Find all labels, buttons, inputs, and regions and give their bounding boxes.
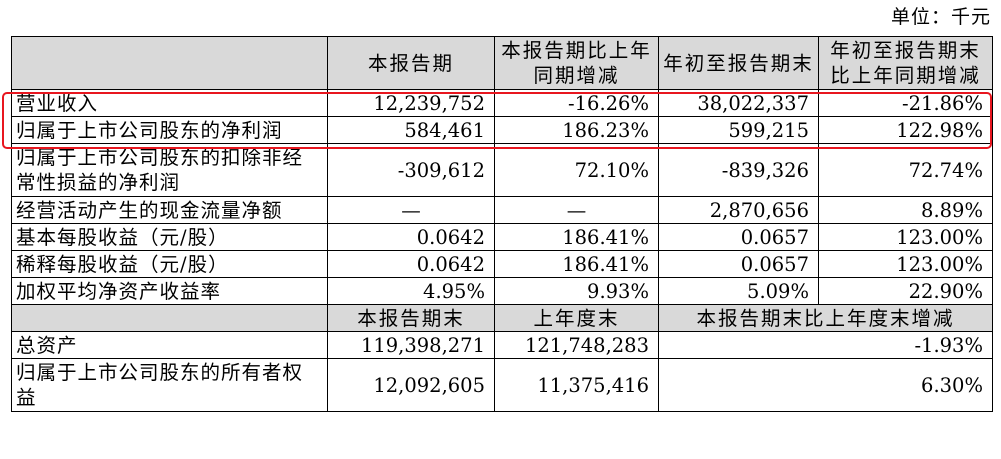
cell-ytd: -839,326 (658, 143, 819, 197)
subheader-empty-cell (11, 304, 328, 332)
cell-ytd-yoy: 72.74% (818, 143, 993, 197)
highlight-box (2, 92, 992, 149)
cell-prior-year-end: 11,375,416 (494, 358, 659, 412)
header-current-period: 本报告期 (327, 36, 495, 90)
table-row: 归属于上市公司股东的所有者权益 12,092,605 11,375,416 6.… (11, 358, 993, 412)
cell-current-period: 0.0642 (327, 223, 495, 251)
cell-ytd: 0.0657 (658, 250, 819, 278)
header-ytd-yoy: 年初至报告期末比上年同期增减 (818, 36, 993, 90)
row-label: 稀释每股收益（元/股） (11, 250, 328, 278)
cell-current-period-yoy: — (494, 196, 659, 224)
cell-current-period: 0.0642 (327, 250, 495, 278)
table-header-row: 本报告期 本报告期比上年同期增减 年初至报告期末 年初至报告期末比上年同期增减 (11, 36, 993, 90)
cell-current-period: — (327, 196, 495, 224)
cell-current-period-yoy: 186.41% (494, 250, 659, 278)
cell-current-period: 4.95% (327, 277, 495, 305)
cell-current-period-yoy: 72.10% (494, 143, 659, 197)
cell-current-period-yoy: 186.23% (494, 116, 659, 144)
cell-ytd-yoy: 22.90% (818, 277, 993, 305)
cell-ytd-yoy: 122.98% (818, 116, 993, 144)
cell-ytd: 5.09% (658, 277, 819, 305)
subheader-prior-year-end: 上年度末 (494, 304, 659, 332)
table-row: 总资产 119,398,271 121,748,283 -1.93% (11, 331, 993, 359)
cell-ytd: 2,870,656 (658, 196, 819, 224)
row-label: 基本每股收益（元/股） (11, 223, 328, 251)
cell-ytd-yoy: 8.89% (818, 196, 993, 224)
table-subheader-row: 本报告期末 上年度末 本报告期末比上年度末增减 (11, 304, 993, 332)
row-label: 总资产 (11, 331, 328, 359)
table-row: 稀释每股收益（元/股） 0.0642 186.41% 0.0657 123.00… (11, 250, 993, 278)
subheader-change: 本报告期末比上年度末增减 (658, 304, 993, 332)
header-current-period-yoy: 本报告期比上年同期增减 (494, 36, 659, 90)
table-row: 基本每股收益（元/股） 0.0642 186.41% 0.0657 123.00… (11, 223, 993, 251)
cell-change: 6.30% (658, 358, 993, 412)
cell-current-period-yoy: 9.93% (494, 277, 659, 305)
header-ytd: 年初至报告期末 (658, 36, 819, 90)
cell-period-end: 12,092,605 (327, 358, 495, 412)
cell-ytd-yoy: 123.00% (818, 250, 993, 278)
cell-change: -1.93% (658, 331, 993, 359)
cell-current-period: -309,612 (327, 143, 495, 197)
row-label: 归属于上市公司股东的扣除非经常性损益的净利润 (11, 143, 328, 197)
row-label: 归属于上市公司股东的所有者权益 (11, 358, 328, 412)
header-empty-cell (11, 36, 328, 90)
cell-period-end: 119,398,271 (327, 331, 495, 359)
cell-current-period-yoy: 186.41% (494, 223, 659, 251)
row-label: 加权平均净资产收益率 (11, 277, 328, 305)
row-label: 归属于上市公司股东的净利润 (11, 116, 328, 144)
row-label: 经营活动产生的现金流量净额 (11, 196, 328, 224)
subheader-period-end: 本报告期末 (327, 304, 495, 332)
table-row: 经营活动产生的现金流量净额 — — 2,870,656 8.89% (11, 196, 993, 224)
table-row: 加权平均净资产收益率 4.95% 9.93% 5.09% 22.90% (11, 277, 993, 305)
cell-ytd-yoy: 123.00% (818, 223, 993, 251)
cell-prior-year-end: 121,748,283 (494, 331, 659, 359)
table-row: 归属于上市公司股东的扣除非经常性损益的净利润 -309,612 72.10% -… (11, 143, 993, 197)
cell-ytd: 0.0657 (658, 223, 819, 251)
financial-data-table: 本报告期 本报告期比上年同期增减 年初至报告期末 年初至报告期末比上年同期增减 … (11, 36, 993, 412)
unit-label: 单位：千元 (890, 6, 991, 28)
